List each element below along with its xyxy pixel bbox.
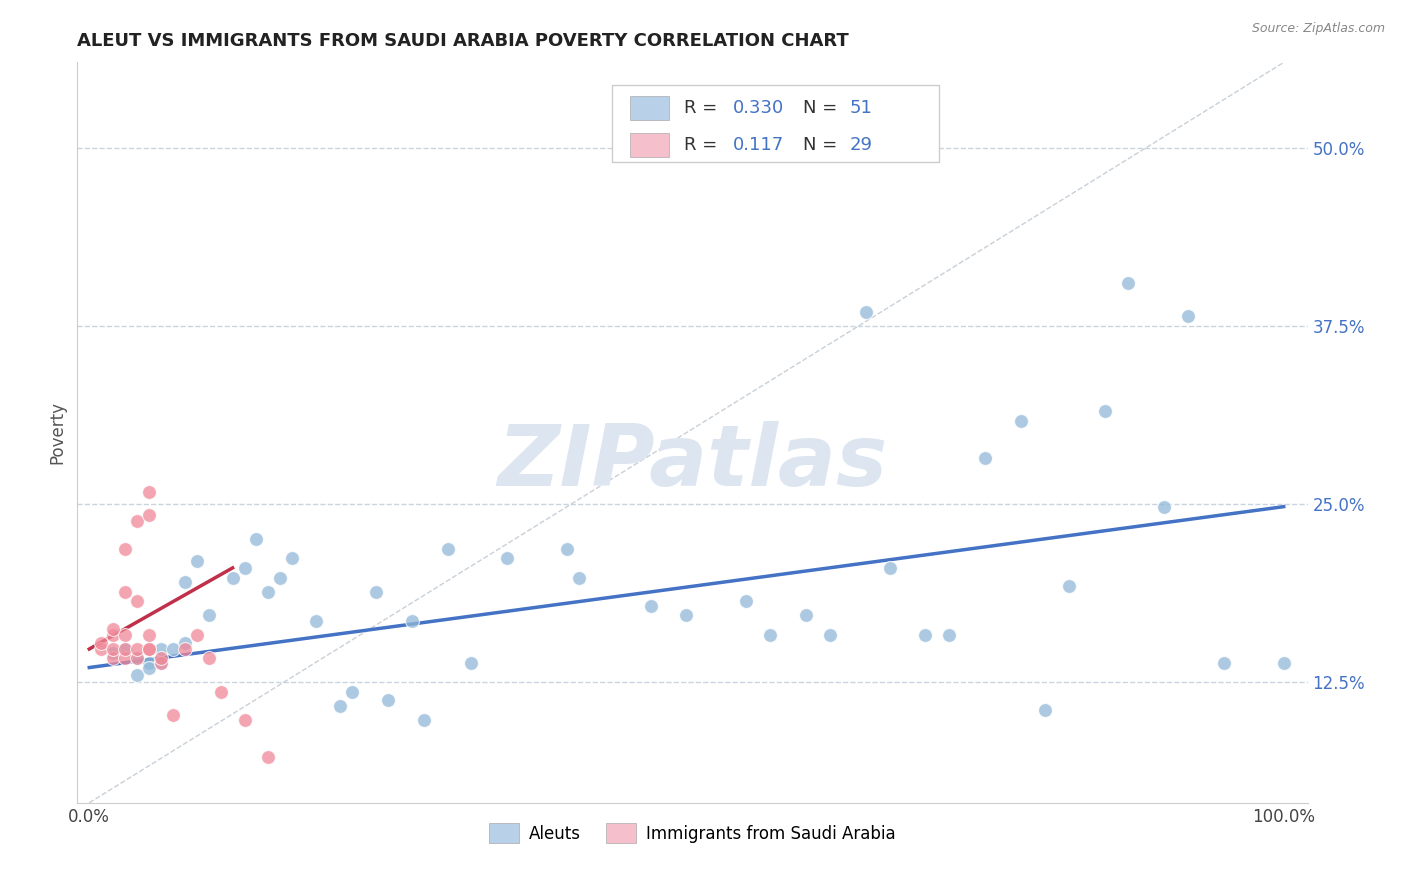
Point: [162, 642, 184, 657]
Point: [974, 451, 997, 466]
Point: [90, 642, 112, 657]
Point: [138, 660, 160, 674]
Point: [257, 585, 280, 599]
Point: [186, 628, 208, 642]
Text: Source: ZipAtlas.com: Source: ZipAtlas.com: [1251, 22, 1385, 36]
Text: 0.117: 0.117: [733, 136, 785, 154]
Point: [101, 650, 124, 665]
Text: ZIPatlas: ZIPatlas: [498, 421, 887, 504]
Point: [173, 575, 195, 590]
Point: [209, 685, 232, 699]
Point: [233, 713, 256, 727]
Point: [233, 561, 256, 575]
Point: [162, 707, 184, 722]
Point: [149, 657, 172, 671]
Text: 0.330: 0.330: [733, 99, 785, 117]
Point: [1213, 657, 1236, 671]
Point: [138, 657, 160, 671]
Point: [305, 614, 328, 628]
Point: [186, 554, 208, 568]
Point: [568, 571, 591, 585]
Point: [555, 542, 578, 557]
Point: [149, 657, 172, 671]
Text: R =: R =: [683, 99, 723, 117]
Text: R =: R =: [683, 136, 728, 154]
Point: [735, 593, 758, 607]
Point: [340, 685, 363, 699]
Point: [855, 304, 877, 318]
Point: [125, 593, 148, 607]
Point: [221, 571, 243, 585]
Point: [460, 657, 482, 671]
Point: [138, 485, 160, 500]
Point: [114, 542, 136, 557]
Point: [364, 585, 387, 599]
Point: [245, 533, 267, 547]
Point: [818, 628, 841, 642]
Point: [1272, 657, 1295, 671]
Point: [114, 642, 136, 657]
Point: [197, 607, 219, 622]
Point: [149, 642, 172, 657]
Point: [197, 650, 219, 665]
Point: [1094, 404, 1116, 418]
Point: [436, 542, 458, 557]
Point: [125, 650, 148, 665]
Point: [914, 628, 936, 642]
Point: [125, 514, 148, 528]
Point: [675, 607, 697, 622]
Point: [879, 561, 901, 575]
Point: [138, 642, 160, 657]
FancyBboxPatch shape: [630, 134, 669, 157]
Text: ALEUT VS IMMIGRANTS FROM SAUDI ARABIA POVERTY CORRELATION CHART: ALEUT VS IMMIGRANTS FROM SAUDI ARABIA PO…: [77, 32, 849, 50]
FancyBboxPatch shape: [613, 85, 939, 162]
Point: [125, 667, 148, 681]
Point: [1033, 703, 1056, 717]
Point: [114, 585, 136, 599]
Text: 51: 51: [851, 99, 873, 117]
Point: [101, 628, 124, 642]
Point: [269, 571, 291, 585]
Point: [138, 628, 160, 642]
Point: [101, 622, 124, 636]
Point: [114, 650, 136, 665]
Point: [412, 713, 434, 727]
Point: [1153, 500, 1175, 514]
Point: [125, 650, 148, 665]
Point: [114, 642, 136, 657]
Point: [173, 642, 195, 657]
Text: N =: N =: [803, 136, 844, 154]
Point: [496, 550, 519, 565]
Point: [377, 693, 399, 707]
Point: [1010, 414, 1032, 428]
Point: [138, 642, 160, 657]
Legend: Aleuts, Immigrants from Saudi Arabia: Aleuts, Immigrants from Saudi Arabia: [482, 816, 903, 850]
Point: [101, 642, 124, 657]
Point: [1118, 276, 1140, 290]
Point: [938, 628, 960, 642]
Y-axis label: Poverty: Poverty: [48, 401, 66, 464]
Point: [401, 614, 423, 628]
FancyBboxPatch shape: [630, 96, 669, 120]
Point: [759, 628, 782, 642]
Point: [281, 550, 304, 565]
Point: [329, 698, 352, 713]
Point: [640, 599, 662, 614]
Point: [101, 646, 124, 660]
Point: [173, 636, 195, 650]
Point: [114, 628, 136, 642]
Point: [1057, 579, 1080, 593]
Point: [794, 607, 817, 622]
Text: 29: 29: [851, 136, 873, 154]
Point: [138, 508, 160, 523]
Point: [1177, 309, 1199, 323]
Point: [257, 750, 280, 764]
Text: N =: N =: [803, 99, 844, 117]
Point: [90, 636, 112, 650]
Point: [149, 650, 172, 665]
Point: [125, 642, 148, 657]
